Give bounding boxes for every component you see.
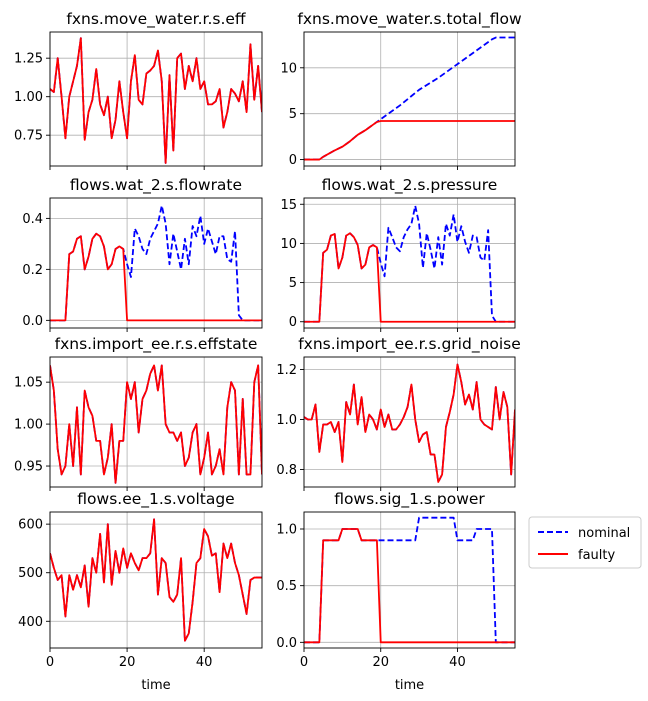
y-tick-label: 0.2 (22, 263, 43, 278)
y-tick-label: 0.75 (14, 129, 43, 144)
y-tick-label: 5 (289, 276, 297, 291)
y-tick-label: 400 (18, 615, 43, 630)
y-tick-label: 10 (280, 237, 297, 252)
subplot-title: flows.wat_2.s.pressure (322, 176, 498, 195)
subplot-3: 0.0 0.2 0.4 flows.wat_2.s.flowrate (22, 176, 263, 332)
y-tick-label: 0.95 (14, 460, 43, 475)
y-tick-label: 500 (18, 566, 43, 581)
y-tick-label: 15 (280, 198, 297, 213)
subplot-title: fxns.move_water.r.s.eff (66, 10, 246, 29)
axes-frame (303, 356, 516, 488)
legend-label-nominal: nominal (578, 526, 630, 541)
subplot-2: 0 5 10 fxns.move_water.s.total_flow (280, 10, 522, 170)
subplot-title: flows.ee_1.s.voltage (77, 490, 234, 509)
y-tick-label: 0.8 (276, 463, 297, 478)
subplot-1: 0.75 1.00 1.25 fxns.move_water.r.s.eff (14, 10, 263, 170)
x-tick-label: 0 (300, 655, 308, 670)
y-tick-label: 5 (289, 107, 297, 122)
y-tick-label: 1.05 (14, 376, 43, 391)
subplot-title: fxns.import_ee.r.s.grid_noise (298, 335, 521, 354)
y-tick-label: 1.25 (14, 52, 43, 67)
axes-frame (49, 197, 263, 329)
subplot-title: fxns.import_ee.r.s.effstate (55, 335, 258, 354)
y-tick-label: 0.0 (22, 314, 43, 329)
legend-label-faulty: faulty (578, 548, 615, 563)
x-axis-label: time (395, 678, 424, 693)
x-tick-label: 40 (196, 655, 213, 670)
legend-frame (528, 516, 642, 569)
y-tick-label: 0 (289, 315, 297, 330)
x-tick-label: 0 (46, 655, 54, 670)
subplot-4: 0 5 10 15 flows.wat_2.s.pressure (280, 176, 516, 332)
axes-frame (49, 356, 263, 488)
series-line-faulty (304, 528, 515, 644)
series-line-faulty (304, 363, 515, 483)
y-tick-label: 0.4 (22, 212, 43, 227)
y-tick-label: 600 (18, 518, 43, 533)
y-tick-label: 1.00 (14, 418, 43, 433)
y-tick-label: 10 (280, 61, 297, 76)
subplot-title: flows.wat_2.s.flowrate (70, 176, 242, 195)
series-line-faulty (50, 37, 262, 164)
legend: nominal faulty (528, 516, 642, 569)
y-tick-label: 0.0 (276, 636, 297, 651)
y-tick-label: 1.0 (276, 523, 297, 538)
subplot-title: fxns.move_water.s.total_flow (297, 10, 522, 29)
x-tick-label: 20 (372, 655, 389, 670)
subplot-title: flows.sig_1.s.power (334, 490, 485, 509)
axes-frame (303, 197, 516, 329)
axes-frame (49, 511, 263, 649)
y-tick-label: 0 (289, 153, 297, 168)
subplot-5: 0.95 1.00 1.05 fxns.import_ee.r.s.effstate (14, 335, 263, 491)
y-tick-label: 1.0 (276, 413, 297, 428)
subplots: 0.751.001.25fxns.move_water.r.s.eff0510f… (14, 10, 522, 693)
axes-frame (303, 31, 516, 167)
series-line-faulty (50, 518, 262, 642)
x-tick-label: 40 (449, 655, 466, 670)
axes-frame (303, 511, 516, 649)
series-line-faulty (304, 120, 515, 161)
x-tick-label: 20 (119, 655, 136, 670)
x-axis-label: time (141, 678, 170, 693)
y-tick-label: 0.5 (276, 579, 297, 594)
series-line-faulty (304, 232, 515, 323)
axes-frame (49, 31, 263, 167)
y-tick-label: 1.2 (276, 363, 297, 378)
y-tick-label: 1.00 (14, 90, 43, 105)
series-line-faulty (50, 364, 262, 484)
series-line-faulty (50, 232, 262, 322)
